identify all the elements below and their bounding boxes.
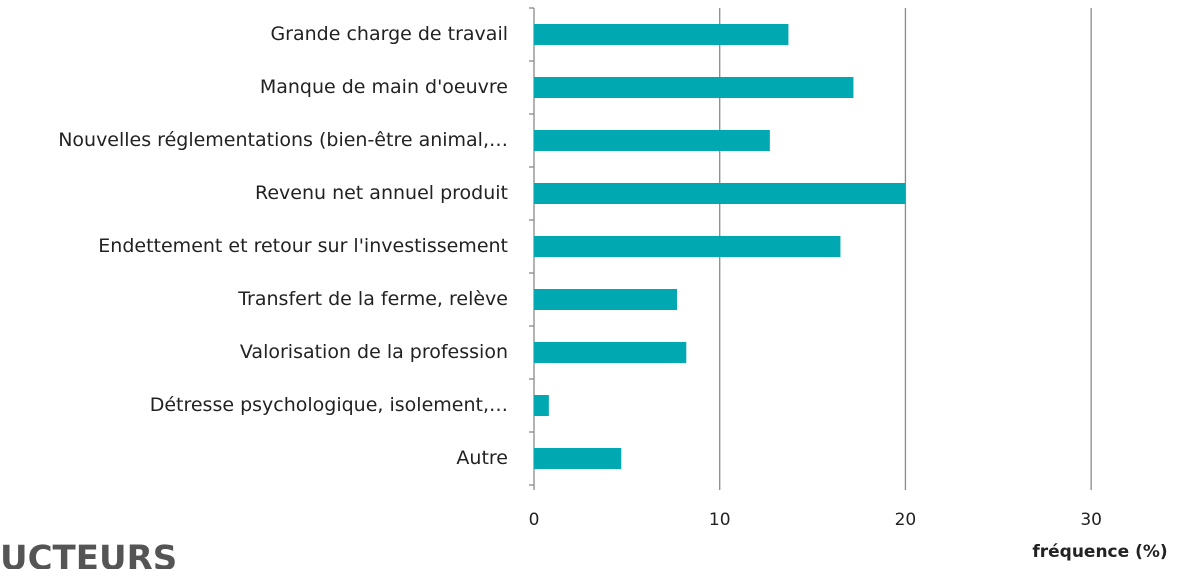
y-tick-label: Endettement et retour sur l'investisseme…: [98, 235, 508, 257]
y-tick-label: Nouvelles réglementations (bien-être ani…: [58, 129, 508, 151]
y-tick-label: Revenu net annuel produit: [255, 182, 508, 204]
bar: [534, 24, 789, 45]
x-axis-title: fréquence (%): [1032, 542, 1167, 562]
x-tick-label: 0: [529, 510, 540, 530]
bar: [534, 183, 906, 204]
bar: [534, 77, 854, 98]
y-tick-label: Autre: [456, 447, 508, 469]
bar: [534, 448, 622, 469]
y-tick-label: Transfert de la ferme, relève: [237, 288, 508, 310]
y-tick-label: Détresse psychologique, isolement,…: [150, 394, 508, 416]
bar: [534, 130, 770, 151]
bar: [534, 236, 841, 257]
heading: UCTEURS: [0, 539, 177, 569]
x-tick-label: 10: [709, 510, 731, 530]
x-tick-label: 30: [1080, 510, 1102, 530]
bar: [534, 289, 677, 310]
y-tick-label: Grande charge de travail: [270, 23, 508, 45]
x-tick-label: 20: [895, 510, 917, 530]
bar: [534, 342, 687, 363]
bar: [534, 395, 549, 416]
y-tick-label: Manque de main d'oeuvre: [260, 76, 508, 98]
y-tick-label: Valorisation de la profession: [240, 341, 508, 363]
